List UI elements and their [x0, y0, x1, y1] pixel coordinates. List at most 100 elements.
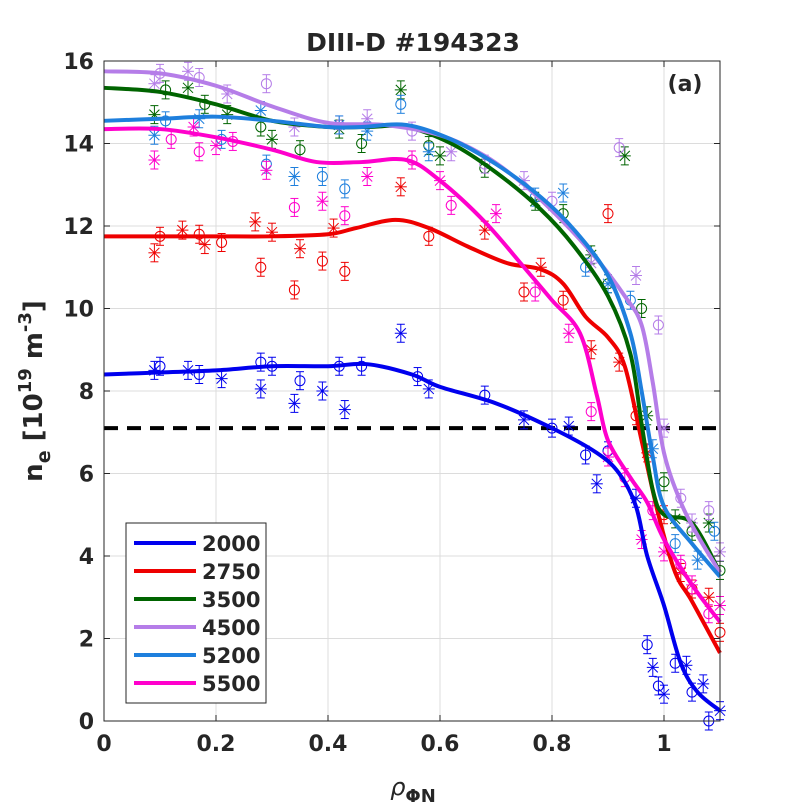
data-point-5500: [288, 197, 300, 217]
data-point-2750: [193, 224, 205, 244]
x-label-subscript: ΦN: [405, 786, 435, 807]
data-point-2750: [339, 261, 351, 281]
data-point-2000: [562, 416, 575, 436]
data-point-5500: [339, 206, 351, 226]
data-point-5500: [361, 167, 374, 186]
y-label-subscript: e: [33, 450, 55, 463]
series-line-2000: [103, 361, 722, 713]
data-point-2750: [394, 177, 407, 197]
y-label-units-post: ]: [19, 300, 49, 312]
legend: 2000 2750 3500 4500 5200 5500: [125, 522, 267, 704]
data-point-2750: [602, 204, 614, 224]
series-line-5200: [103, 114, 722, 578]
data-point-4500: [182, 61, 194, 81]
legend-label-4500: 4500: [202, 616, 260, 640]
data-point-5200: [395, 94, 407, 114]
y-tick-label: 0: [79, 710, 94, 735]
data-point-5500: [148, 150, 161, 170]
chart-title: DIII-D #194323: [306, 28, 520, 57]
panel-label: (a): [668, 72, 703, 97]
legend-label-2750: 2750: [202, 560, 260, 584]
data-point-4500: [221, 84, 234, 104]
data-point-5500: [316, 191, 329, 211]
x-tick-label: 0.6: [421, 732, 460, 757]
data-point-3500: [160, 80, 172, 100]
x-tick-label: 0.8: [533, 732, 572, 757]
data-point-2750: [176, 220, 189, 240]
data-point-2750: [518, 282, 530, 302]
y-tick-label: 2: [79, 628, 94, 653]
data-point-2750: [294, 239, 306, 259]
data-point-5500: [562, 323, 575, 343]
data-point-5200: [669, 534, 681, 554]
y-label-units-sup1: 19: [15, 368, 36, 393]
data-point-5200: [288, 167, 301, 186]
data-point-5500: [585, 402, 597, 422]
data-point-4500: [445, 142, 458, 162]
data-point-2000: [338, 400, 351, 420]
x-label-rho: ρ: [390, 773, 405, 801]
data-point-2000: [590, 474, 603, 494]
data-point-3500: [199, 94, 211, 114]
series-line-5500: [103, 126, 722, 624]
data-point-5500: [445, 195, 457, 215]
y-label-units-mid: m: [19, 332, 49, 368]
data-point-5500: [260, 160, 273, 180]
y-tick-label: 4: [79, 545, 94, 570]
data-point-3500: [434, 146, 446, 166]
data-point-5200: [422, 142, 435, 162]
x-axis-label: ρΦN: [390, 773, 436, 807]
data-point-5500: [193, 142, 205, 162]
y-axis-label: ne [1019 m-3]: [15, 300, 55, 482]
y-tick-label: 14: [63, 133, 94, 158]
legend-box: [125, 522, 267, 704]
legend-label-3500: 3500: [202, 588, 260, 612]
y-label-units-pre: [10: [19, 393, 49, 450]
legend-label-2000: 2000: [202, 532, 260, 556]
legend-label-5200: 5200: [202, 644, 260, 668]
legend-label-5500: 5500: [202, 672, 260, 696]
data-point-2000: [658, 684, 670, 704]
data-point-4500: [630, 266, 642, 285]
y-tick-label: 12: [63, 215, 94, 240]
y-tick-label: 8: [79, 380, 94, 405]
data-point-5200: [708, 521, 720, 541]
data-point-2000: [356, 356, 368, 376]
data-point-4500: [703, 501, 715, 521]
y-tick-label: 10: [63, 298, 94, 323]
data-point-2000: [652, 676, 664, 696]
data-point-2000: [294, 371, 306, 391]
data-point-2000: [254, 379, 267, 399]
data-point-5200: [339, 179, 351, 199]
data-point-5200: [316, 167, 328, 186]
y-label-units-sup2: -3: [15, 312, 36, 332]
x-tick-label: 0.4: [309, 732, 348, 757]
data-point-4500: [613, 138, 625, 158]
data-point-5500: [490, 204, 502, 224]
data-point-3500: [636, 299, 648, 318]
data-point-2750: [148, 243, 161, 263]
data-point-2750: [316, 251, 328, 271]
series-line-4500: [103, 69, 722, 574]
y-tick-label: 6: [79, 463, 94, 488]
data-point-2750: [249, 212, 262, 232]
data-point-2000: [288, 393, 301, 413]
data-point-2750: [288, 280, 300, 300]
data-point-2000: [154, 356, 166, 376]
data-point-2000: [316, 381, 329, 401]
y-tick-label: 16: [63, 50, 94, 75]
series-lines: [103, 69, 722, 713]
y-label-n: n: [19, 463, 49, 482]
data-point-5200: [557, 183, 570, 203]
data-point-4500: [652, 315, 664, 335]
data-point-2000: [394, 323, 407, 343]
x-tick-label: 0: [96, 732, 111, 757]
data-point-2750: [255, 257, 267, 277]
x-tick-label: 1: [656, 732, 671, 757]
data-point-2000: [646, 657, 659, 677]
x-tick-label: 0.2: [197, 732, 236, 757]
data-point-4500: [260, 74, 272, 94]
data-point-2000: [641, 635, 653, 655]
